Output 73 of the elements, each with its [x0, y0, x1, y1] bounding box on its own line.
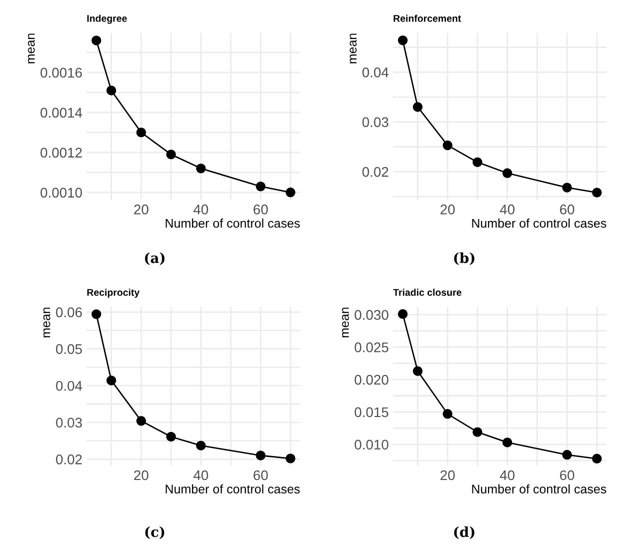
y-axis-title: mean: [342, 308, 349, 338]
text: (c): [145, 526, 164, 540]
point: [196, 164, 206, 174]
point: [166, 432, 176, 442]
y-tick-label: 0.02: [362, 167, 388, 177]
x-tick-label: 20: [134, 470, 148, 480]
point: [196, 440, 206, 450]
y-tick-label: 0.010: [354, 440, 388, 450]
point: [412, 102, 423, 112]
y-tick-label: 0.015: [354, 407, 388, 418]
x-tick-label: 20: [440, 470, 455, 480]
chart-title: Triadic closure: [393, 288, 462, 296]
point: [286, 188, 296, 198]
y-tick-label: 0.02: [56, 454, 82, 464]
y-axis-title: mean: [350, 34, 357, 64]
x-tick-label: 20: [134, 204, 148, 214]
chart-title: Indegree: [87, 14, 127, 24]
x-tick-label: 60: [560, 470, 574, 480]
point: [166, 150, 176, 160]
y-axis-title: mean: [28, 34, 35, 64]
y-tick-label: 0.020: [354, 374, 388, 385]
y-tick-label: 0.04: [362, 68, 388, 78]
x-axis-title: Number of control cases: [166, 484, 300, 494]
point: [92, 36, 102, 46]
point: [502, 168, 512, 178]
text: (d): [454, 526, 474, 540]
point: [472, 157, 482, 168]
text: (a): [144, 252, 164, 266]
chart-title: Reciprocity: [87, 288, 140, 298]
y-tick-label: 0.0012: [40, 148, 82, 158]
point: [442, 409, 452, 419]
point: [442, 140, 452, 150]
y-tick-label: 0.0014: [40, 108, 82, 118]
chart-title: Reinforcement: [394, 14, 462, 22]
point: [398, 309, 408, 319]
point: [412, 366, 423, 376]
y-tick-label: 0.05: [56, 344, 82, 354]
point: [592, 188, 602, 198]
x-axis-title: Number of control cases: [472, 218, 606, 228]
point: [472, 427, 482, 437]
point: [398, 35, 408, 46]
x-axis-title: Number of control cases: [472, 484, 606, 494]
y-tick-label: 0.06: [56, 307, 82, 318]
text: (b): [454, 252, 474, 266]
y-tick-label: 0.0010: [40, 188, 82, 198]
x-tick-label: 60: [254, 470, 268, 480]
x-tick-label: 20: [440, 204, 455, 214]
y-tick-label: 0.03: [362, 117, 388, 128]
x-tick-label: 60: [254, 204, 268, 214]
x-tick-label: 60: [560, 204, 574, 214]
point: [562, 450, 572, 460]
point: [136, 416, 146, 426]
x-tick-label: 40: [500, 470, 514, 480]
point: [562, 182, 572, 192]
y-tick-label: 0.03: [56, 418, 82, 428]
y-tick-label: 0.0016: [40, 68, 82, 78]
x-tick-label: 40: [500, 204, 514, 214]
point: [256, 182, 266, 192]
point: [106, 86, 116, 96]
y-axis-title: mean: [43, 308, 50, 338]
point: [256, 450, 266, 460]
point: [106, 376, 116, 386]
y-tick-label: 0.030: [354, 310, 388, 320]
point: [592, 454, 602, 464]
point: [286, 454, 296, 464]
x-tick-label: 40: [194, 204, 208, 214]
point: [136, 128, 146, 138]
point: [92, 309, 102, 320]
y-tick-label: 0.04: [56, 380, 82, 391]
point: [502, 438, 512, 448]
y-tick-label: 0.025: [354, 342, 388, 352]
x-axis-title: Number of control cases: [166, 218, 300, 228]
x-tick-label: 40: [194, 470, 208, 480]
